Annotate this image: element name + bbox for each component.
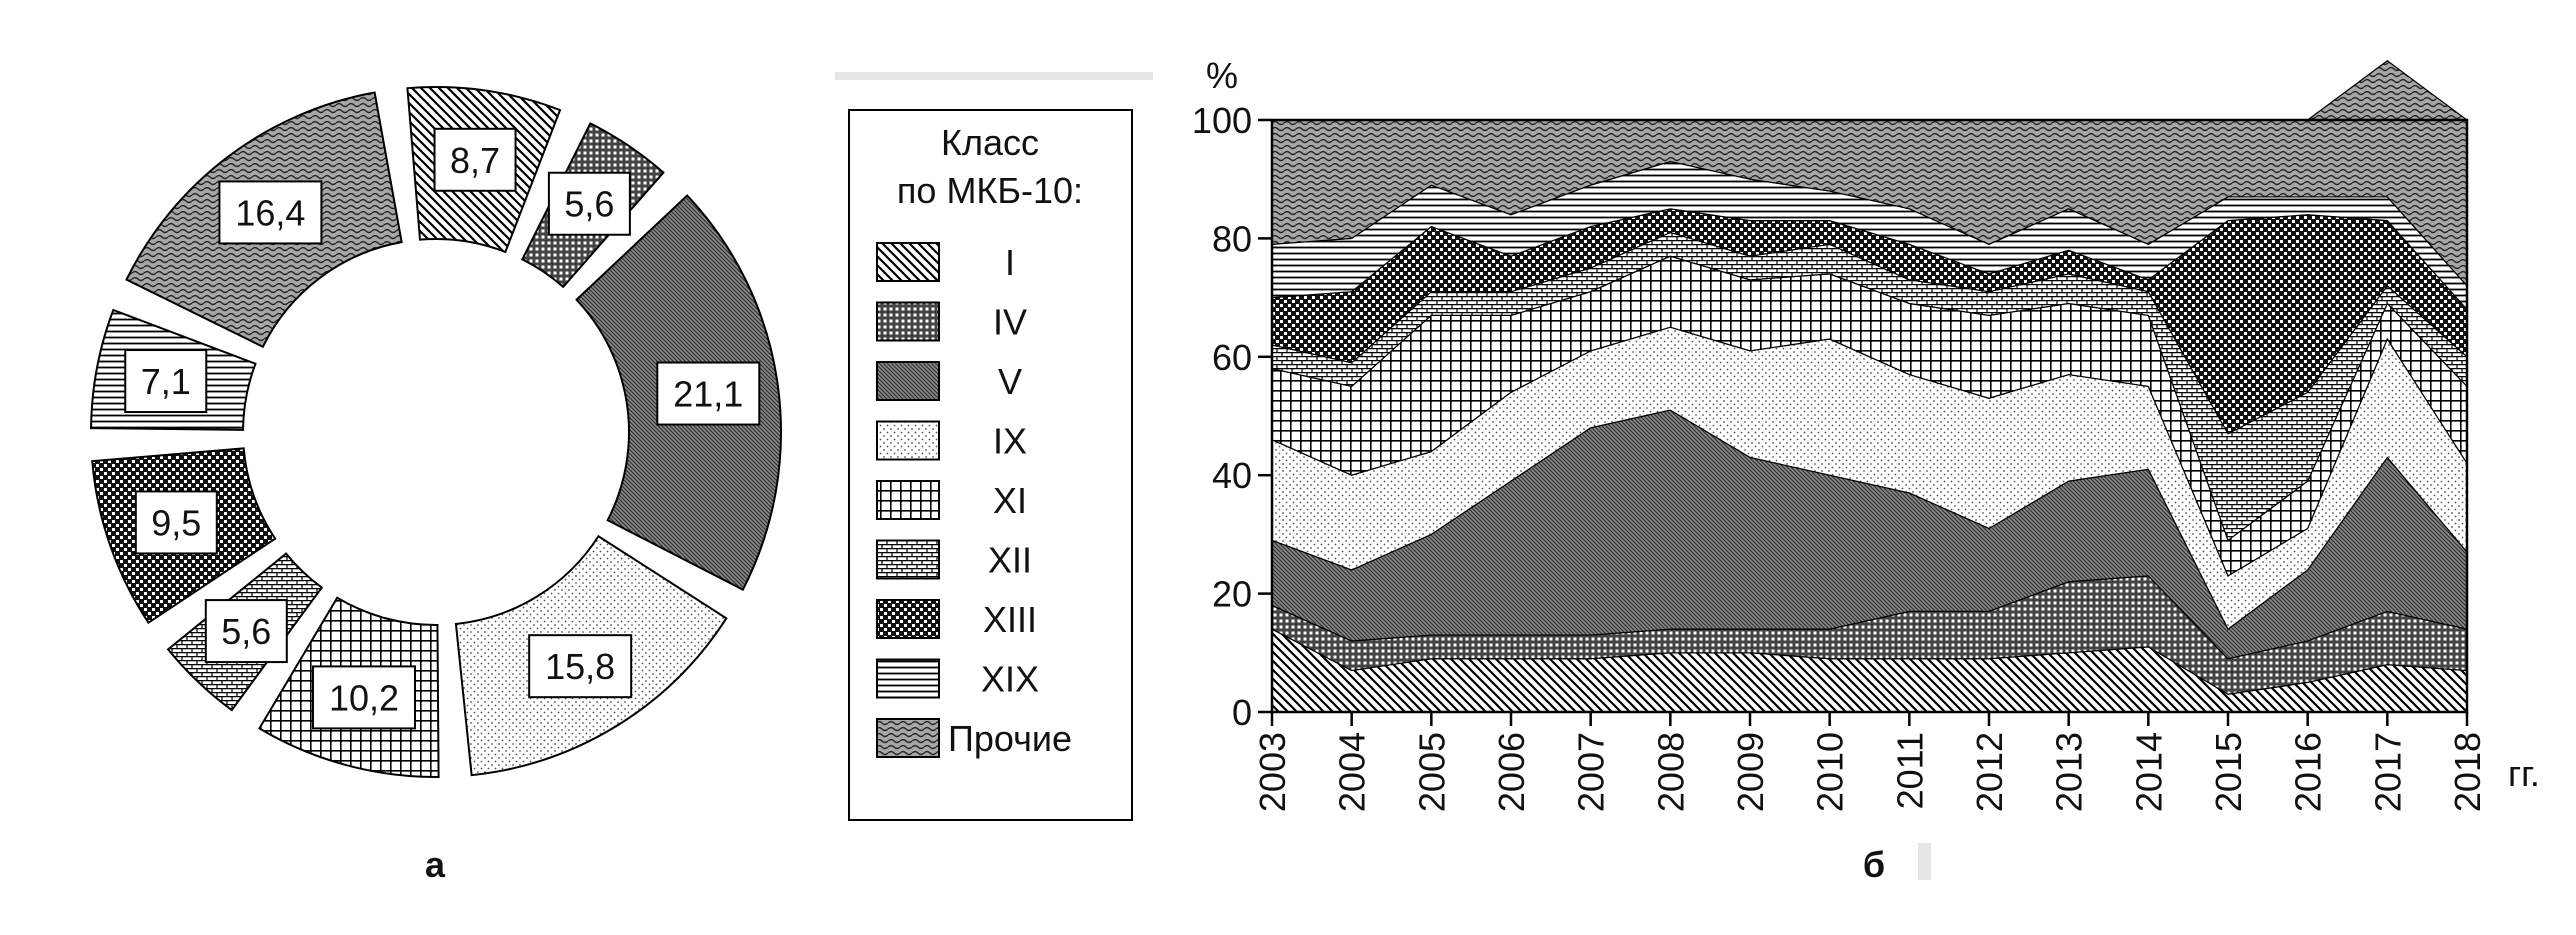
legend-label-6: XII (988, 540, 1032, 581)
y-tick-label-2: 20 (1212, 574, 1252, 615)
legend-swatch-6 (876, 539, 940, 580)
legend-label-4: IX (993, 421, 1027, 462)
panel-b-label: б (1863, 844, 1885, 885)
x-tick-label-8: 2010 (1810, 732, 1851, 812)
donut-value-box-2 (547, 171, 631, 236)
x-tick-label-9: 2011 (1889, 732, 1930, 809)
x-tick-label-3: 2005 (1411, 732, 1452, 812)
donut-chart: 8,7 5,6 21,1 15,8 10,2 5,6 9,5 7,1 16,4 (90, 86, 782, 778)
x-tick-label-16: 2018 (2447, 732, 2488, 812)
donut-value-box-8 (124, 349, 208, 414)
donut-value-box-6 (204, 599, 288, 664)
x-tick-label-2: 2004 (1332, 732, 1373, 812)
donut-value-box-9 (218, 180, 323, 245)
legend-label-5: XI (993, 480, 1027, 521)
donut-value-box-5 (311, 665, 416, 730)
legend-swatch-8 (876, 658, 940, 699)
legend-label-7: XIII (983, 599, 1037, 640)
x-tick-label-10: 2012 (1969, 732, 2010, 812)
y-axis-unit: % (1206, 55, 1238, 96)
legend-label-2: IV (993, 302, 1027, 343)
x-tick-label-4: 2006 (1491, 732, 1532, 812)
donut-value-label-2: 5,6 (564, 184, 614, 225)
x-tick-label-1: 2003 (1252, 732, 1293, 812)
x-tick-label-11: 2013 (2049, 732, 2090, 812)
legend-label-8: XIX (981, 659, 1039, 700)
y-tick-label-4: 60 (1212, 337, 1252, 378)
legend-swatch-7 (876, 599, 940, 639)
legend-box (848, 109, 1133, 821)
legend-swatch-4 (876, 420, 940, 461)
legend-swatch-3 (876, 361, 940, 401)
x-axis-unit: гг. (2508, 753, 2540, 794)
donut-value-label-1: 8,7 (450, 140, 500, 181)
x-tick-label-12: 2014 (2128, 732, 2169, 812)
y-tick-label-5: 80 (1212, 218, 1252, 259)
y-tick-label-3: 40 (1212, 455, 1252, 496)
donut-value-label-5: 10,2 (329, 677, 399, 718)
x-tick-label-7: 2009 (1730, 732, 1771, 812)
legend-swatch-1 (876, 242, 940, 282)
x-tick-label-13: 2015 (2208, 732, 2249, 812)
x-tick-label-6: 2008 (1650, 732, 1691, 812)
legend-label-1: I (1005, 242, 1015, 283)
x-tick-label-15: 2017 (2367, 732, 2408, 812)
plot-frame (1270, 118, 2469, 714)
decor-strip-top (835, 72, 1153, 80)
y-tick-label-6: 100 (1192, 100, 1252, 141)
legend-label-3: V (998, 361, 1022, 402)
donut-value-box-1 (433, 127, 517, 192)
donut-value-box-3 (656, 361, 761, 426)
donut-value-label-3: 21,1 (673, 374, 743, 415)
donut-value-box-4 (528, 634, 633, 699)
donut-value-label-4: 15,8 (545, 646, 615, 687)
donut-value-box-7 (134, 490, 218, 555)
legend: Класс по МКБ-10: I IV V IX XI XII XIII XIX Прочи… (848, 109, 1133, 821)
legend-swatch-2 (876, 301, 940, 342)
legend-items: I IV V IX XI XII XIII XIX Прочие (876, 242, 1072, 759)
legend-swatch-9 (876, 718, 940, 758)
donut-value-label-7: 9,5 (151, 502, 201, 543)
area-chart: 0 20 40 60 80 100 2003 2004 2005 2006 2007 2008 2009… (1192, 60, 2488, 812)
decor-strip-bottom (1918, 843, 1931, 880)
panel-a-label: а (425, 844, 446, 885)
y-tick-label-1: 0 (1232, 692, 1252, 733)
x-tick-label-5: 2007 (1571, 732, 1612, 812)
legend-title-line1: Класс (941, 122, 1039, 163)
donut-value-label-6: 5,6 (221, 611, 271, 652)
donut-value-label-9: 16,4 (235, 192, 305, 233)
x-tick-label-14: 2016 (2288, 732, 2329, 812)
donut-value-label-8: 7,1 (141, 361, 191, 402)
legend-swatch-5 (876, 480, 940, 520)
legend-title-line2: по МКБ-10: (897, 170, 1083, 211)
legend-label-9: Прочие (948, 718, 1072, 759)
